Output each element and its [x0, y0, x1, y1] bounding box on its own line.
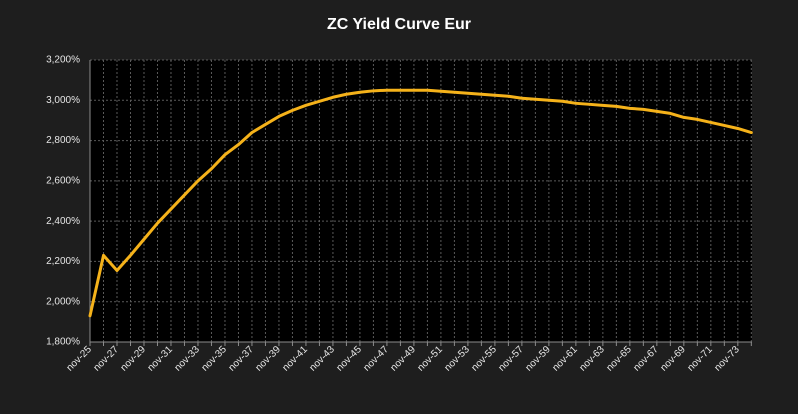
y-tick-label: 2,200% — [46, 256, 80, 267]
y-tick-label: 3,000% — [46, 95, 80, 106]
plot-area — [90, 60, 752, 342]
y-tick-label: 3,200% — [46, 55, 80, 66]
y-tick-label: 2,000% — [46, 296, 80, 307]
y-tick-label: 1,800% — [46, 337, 80, 348]
y-tick-label: 2,800% — [46, 135, 80, 146]
chart-title: ZC Yield Curve Eur — [327, 16, 471, 33]
y-tick-label: 2,600% — [46, 175, 80, 186]
y-tick-label: 2,400% — [46, 216, 80, 227]
yield-line — [88, 88, 753, 318]
